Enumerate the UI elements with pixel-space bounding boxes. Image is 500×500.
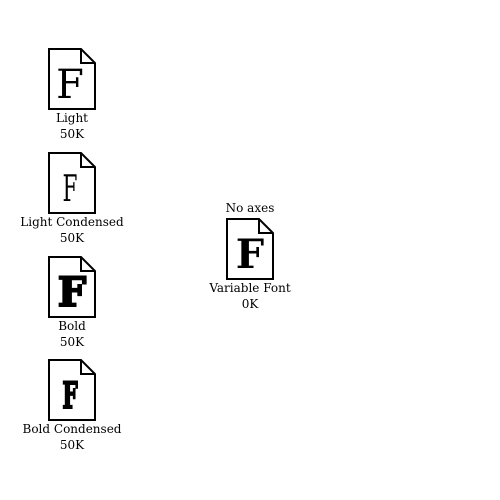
- file-name: Light Condensed: [20, 215, 124, 229]
- font-file-icon: F: [48, 359, 96, 421]
- file-name: Variable Font: [209, 281, 291, 295]
- file-name: Bold: [58, 319, 86, 333]
- axes-caption: No axes: [225, 201, 275, 215]
- file-glyph: F: [63, 167, 78, 209]
- file-name: Light: [55, 111, 89, 125]
- file-glyph: F: [58, 269, 86, 316]
- file-size: 50K: [59, 335, 85, 349]
- file-name: Bold Condensed: [22, 422, 122, 436]
- file-size: 50K: [59, 438, 85, 452]
- font-file-icon: F: [48, 256, 96, 318]
- file-glyph: F: [56, 62, 84, 108]
- file-size: 0K: [241, 297, 259, 311]
- font-file-light-condensed[interactable]: F Light Condensed 50K: [12, 152, 132, 246]
- file-size: 50K: [59, 231, 85, 245]
- font-file-bold-condensed[interactable]: F Bold Condensed 50K: [12, 359, 132, 453]
- font-file-icon: F: [48, 48, 96, 110]
- file-size: 50K: [59, 127, 85, 141]
- font-file-icon: F: [48, 152, 96, 214]
- file-glyph: F: [236, 231, 264, 278]
- font-file-variable[interactable]: No axes F Variable Font 0K: [190, 200, 310, 312]
- font-file-icon: F: [226, 218, 274, 280]
- file-glyph: F: [62, 374, 77, 416]
- font-file-bold[interactable]: F Bold 50K: [12, 256, 132, 350]
- font-file-light[interactable]: F Light 50K: [12, 48, 132, 142]
